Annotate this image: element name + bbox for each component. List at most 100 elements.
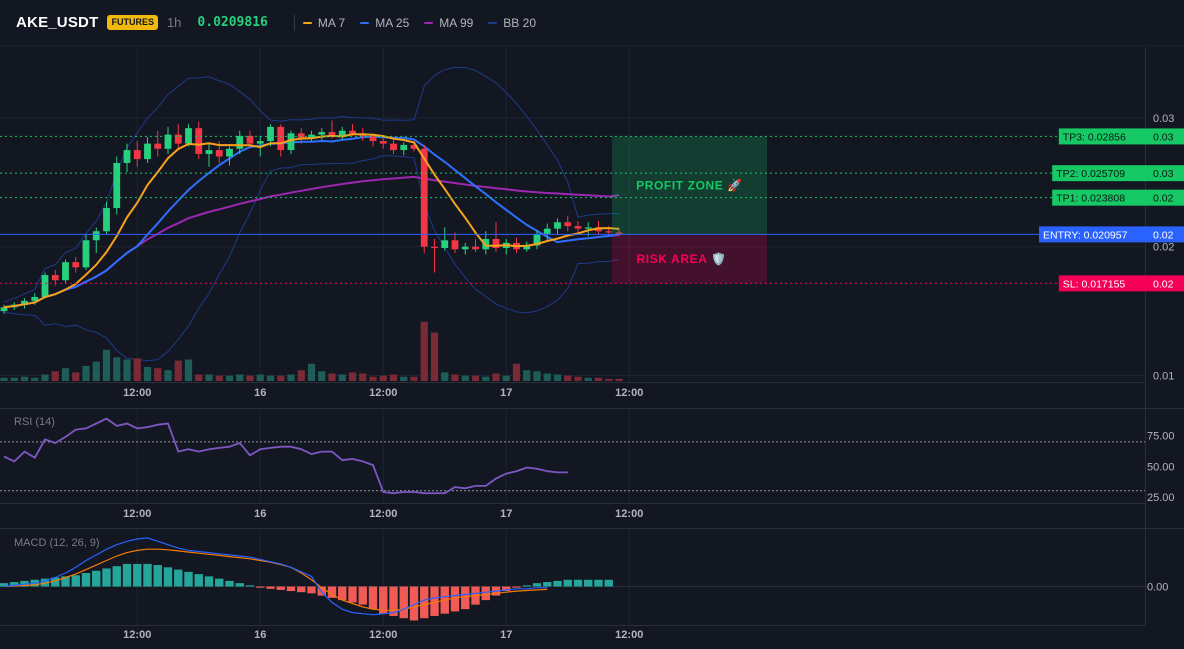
candle-body (390, 143, 397, 151)
timeframe-label[interactable]: 1h (166, 15, 182, 30)
macd-axis-tick: 0.00 (1147, 582, 1168, 594)
candle (0, 304, 8, 314)
volume-bar (553, 374, 562, 381)
volume-bar (492, 373, 500, 381)
volume-bar (92, 361, 100, 381)
bb20-swatch (488, 21, 498, 24)
macd-histogram-bar (563, 579, 572, 587)
macd-histogram-bar (604, 579, 613, 587)
macd-histogram-bar (584, 579, 593, 587)
macd-histogram-bar (51, 577, 60, 587)
candle (82, 233, 90, 270)
candle-body (154, 143, 162, 149)
macd-histogram-bar (297, 586, 306, 593)
macd-histogram-bar (532, 583, 542, 587)
macd-histogram-bar (102, 568, 111, 587)
candle-body (103, 208, 110, 232)
candle (492, 222, 500, 252)
tp2-label-bg[interactable] (1052, 165, 1146, 182)
volume-bar (10, 377, 18, 381)
candle-body (236, 135, 244, 149)
volume-bar (410, 376, 418, 381)
legend-ma99[interactable]: MA 99 (424, 16, 473, 30)
header-divider (293, 14, 295, 31)
legend-ma7[interactable]: MA 7 (302, 16, 345, 30)
legend-bb20[interactable]: BB 20 (488, 16, 536, 30)
candle (195, 121, 203, 160)
candle-body (185, 128, 192, 144)
entry-label-bg[interactable] (1039, 226, 1146, 243)
candle-body (31, 296, 39, 301)
macd-histogram-bar (481, 586, 490, 601)
volume-bar (584, 377, 592, 381)
candle (185, 124, 192, 147)
ma25-line (3, 135, 620, 309)
time-axis-label: 12:00 (123, 629, 151, 641)
tp3-label-bg[interactable] (1058, 128, 1146, 145)
macd-histogram-bar (543, 582, 552, 587)
macd-histogram-bar (450, 586, 460, 612)
profit-zone-label: PROFIT ZONE 🚀 (636, 178, 743, 192)
legend-ma25-label: MA 25 (375, 15, 410, 30)
volume-bar (543, 373, 551, 381)
macd-histogram-bar (461, 586, 470, 610)
volume-bar (605, 378, 613, 381)
volume-bar (615, 378, 623, 381)
candle-body (113, 162, 121, 209)
tp3-axis-bg (1146, 128, 1184, 145)
candle-body (215, 150, 223, 157)
candle-body (277, 126, 285, 151)
candle-body (51, 275, 59, 281)
candle (379, 137, 387, 149)
volume-bar (102, 349, 111, 381)
legend-ma25[interactable]: MA 25 (360, 16, 409, 30)
volume-bar (348, 372, 357, 381)
macd-histogram-bar (204, 576, 214, 587)
ma7-line (3, 133, 620, 309)
time-axis-label: 17 (500, 387, 512, 399)
time-axis-label: 17 (500, 508, 512, 520)
volume-bar (256, 374, 264, 381)
time-axis-label: 12:00 (123, 508, 151, 520)
volume-bar (195, 374, 203, 381)
candle-body (492, 238, 500, 248)
price-axis-tick: 0.02 (1153, 242, 1174, 254)
macd-histogram-bar (430, 586, 439, 616)
candle (41, 272, 49, 299)
candle (103, 201, 110, 234)
candle (431, 238, 438, 273)
candle-body (400, 144, 408, 151)
volume-bar (400, 376, 408, 381)
macd-histogram-bar (71, 575, 80, 587)
tp1-label-bg[interactable] (1052, 189, 1146, 206)
volume-bar (225, 375, 234, 381)
macd-histogram-bar (245, 585, 255, 587)
volume-bar (164, 370, 172, 381)
bollinger-lower-line (3, 154, 620, 362)
time-axis-label: 12:00 (123, 387, 151, 399)
symbol-name[interactable]: AKE_USDT (16, 14, 99, 31)
candle-body (0, 307, 8, 312)
macd-histogram-bar (153, 565, 162, 587)
volume-bar (236, 374, 244, 381)
time-axis-label: 16 (254, 387, 266, 399)
tp2-axis-bg (1146, 165, 1184, 182)
volume-bar (389, 374, 398, 381)
macd-histogram-bar (399, 586, 408, 619)
candle-body (349, 130, 356, 134)
candle (441, 227, 449, 251)
candle-body (144, 143, 151, 160)
candle-body (431, 246, 438, 248)
time-axis-label: 12:00 (369, 508, 397, 520)
volume-bar (133, 358, 141, 381)
candle-body (338, 130, 346, 136)
macd-histogram-bar (174, 569, 183, 587)
sl-label-bg[interactable] (1058, 275, 1146, 292)
volume-bar (82, 365, 90, 381)
ma25-swatch (360, 21, 370, 24)
sl-axis-label: 0.02 (1153, 278, 1174, 290)
rsi-axis-tick: 75.00 (1147, 431, 1175, 443)
profit-zone (612, 136, 767, 235)
volume-bar (41, 374, 49, 381)
